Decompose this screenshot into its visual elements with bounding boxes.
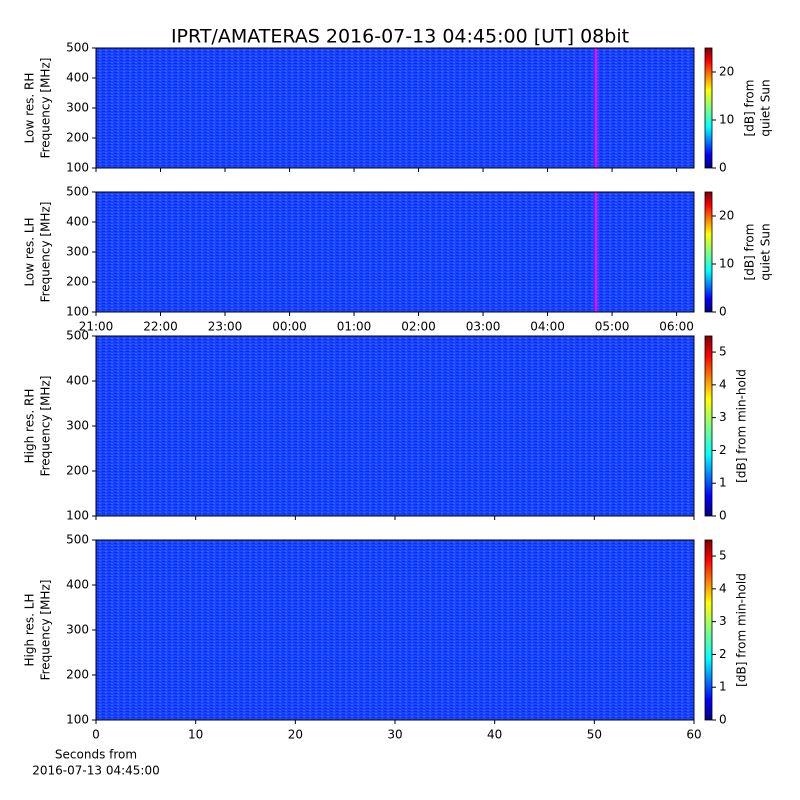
y-axis-label: High res. LH bbox=[23, 593, 37, 666]
x-tick-label: 60 bbox=[686, 728, 701, 742]
colorbar-label: [dB] from min-hold bbox=[735, 573, 749, 687]
x-axis-label: 2016-07-13 04:45:00 bbox=[32, 764, 159, 778]
colorbar-tick-label: 0 bbox=[719, 713, 727, 727]
x-tick-label: 01:00 bbox=[337, 320, 372, 334]
y-axis-label: Frequency [MHz] bbox=[39, 580, 53, 681]
x-tick-label: 50 bbox=[587, 728, 602, 742]
x-tick-label: 00:00 bbox=[272, 320, 307, 334]
x-tick-label: 05:00 bbox=[595, 320, 630, 334]
y-axis-label: Frequency [MHz] bbox=[39, 58, 53, 159]
x-tick-label: 06:00 bbox=[659, 320, 694, 334]
spectrogram-image bbox=[96, 540, 694, 720]
y-tick-label: 200 bbox=[66, 464, 89, 478]
y-tick-label: 400 bbox=[66, 71, 89, 85]
colorbar-tick-label: 0 bbox=[719, 305, 727, 319]
colorbar-tick-label: 1 bbox=[719, 476, 727, 490]
colorbar-label: [dB] from min-hold bbox=[735, 369, 749, 483]
colorbar-label: [dB] from bbox=[743, 80, 757, 137]
y-axis-label: Frequency [MHz] bbox=[39, 376, 53, 477]
x-tick-label: 20 bbox=[288, 728, 303, 742]
x-tick-label: 30 bbox=[387, 728, 402, 742]
y-tick-label: 100 bbox=[66, 161, 89, 175]
y-tick-label: 500 bbox=[66, 533, 89, 547]
colorbar bbox=[704, 335, 713, 517]
colorbar-tick-label: 4 bbox=[719, 581, 727, 595]
y-tick-label: 200 bbox=[66, 668, 89, 682]
colorbar-tick-label: 2 bbox=[719, 647, 727, 661]
colorbar-tick-label: 2 bbox=[719, 443, 727, 457]
spectrogram-image bbox=[96, 192, 694, 312]
colorbar-label: [dB] from bbox=[743, 224, 757, 281]
y-tick-label: 500 bbox=[66, 185, 89, 199]
y-tick-label: 300 bbox=[66, 101, 89, 115]
x-tick-label: 21:00 bbox=[79, 320, 114, 334]
y-axis-label: Low res. RH bbox=[23, 73, 37, 144]
y-tick-label: 200 bbox=[66, 275, 89, 289]
x-tick-label: 02:00 bbox=[401, 320, 436, 334]
y-tick-label: 100 bbox=[66, 305, 89, 319]
colorbar-tick-label: 10 bbox=[719, 113, 734, 127]
colorbar bbox=[704, 539, 713, 721]
y-axis-label: Low res. LH bbox=[23, 217, 37, 286]
y-tick-label: 300 bbox=[66, 419, 89, 433]
colorbar bbox=[704, 191, 713, 313]
y-tick-label: 400 bbox=[66, 578, 89, 592]
y-axis-label: High res. RH bbox=[23, 389, 37, 464]
colorbar bbox=[704, 47, 713, 169]
colorbar-tick-label: 4 bbox=[719, 377, 727, 391]
x-tick-label: 10 bbox=[188, 728, 203, 742]
colorbar-tick-label: 0 bbox=[719, 509, 727, 523]
y-tick-label: 500 bbox=[66, 41, 89, 55]
colorbar-tick-label: 3 bbox=[719, 410, 727, 424]
spectrogram-image bbox=[96, 336, 694, 516]
x-tick-label: 40 bbox=[487, 728, 502, 742]
colorbar-tick-label: 10 bbox=[719, 257, 734, 271]
x-tick-label: 23:00 bbox=[208, 320, 243, 334]
x-tick-label: 03:00 bbox=[466, 320, 501, 334]
y-tick-label: 300 bbox=[66, 623, 89, 637]
y-tick-label: 300 bbox=[66, 245, 89, 259]
colorbar-tick-label: 20 bbox=[719, 209, 734, 223]
y-tick-label: 400 bbox=[66, 215, 89, 229]
colorbar-tick-label: 0 bbox=[719, 161, 727, 175]
colorbar-tick-label: 5 bbox=[719, 549, 727, 563]
x-tick-label: 22:00 bbox=[143, 320, 178, 334]
colorbar-tick-label: 1 bbox=[719, 680, 727, 694]
colorbar-tick-label: 3 bbox=[719, 614, 727, 628]
colorbar-label: quiet Sun bbox=[759, 223, 773, 280]
colorbar-label: quiet Sun bbox=[759, 79, 773, 136]
y-tick-label: 100 bbox=[66, 713, 89, 727]
colorbar-tick-label: 5 bbox=[719, 345, 727, 359]
y-tick-label: 100 bbox=[66, 509, 89, 523]
y-tick-label: 400 bbox=[66, 374, 89, 388]
y-tick-label: 200 bbox=[66, 131, 89, 145]
colorbar-tick-label: 20 bbox=[719, 65, 734, 79]
y-axis-label: Frequency [MHz] bbox=[39, 202, 53, 303]
spectrogram-image bbox=[96, 48, 694, 168]
x-tick-label: 04:00 bbox=[530, 320, 565, 334]
x-axis-label: Seconds from bbox=[55, 748, 137, 762]
y-tick-label: 500 bbox=[66, 329, 89, 343]
x-tick-label: 0 bbox=[92, 728, 100, 742]
chart-title: IPRT/AMATERAS 2016-07-13 04:45:00 [UT] 0… bbox=[171, 26, 629, 48]
